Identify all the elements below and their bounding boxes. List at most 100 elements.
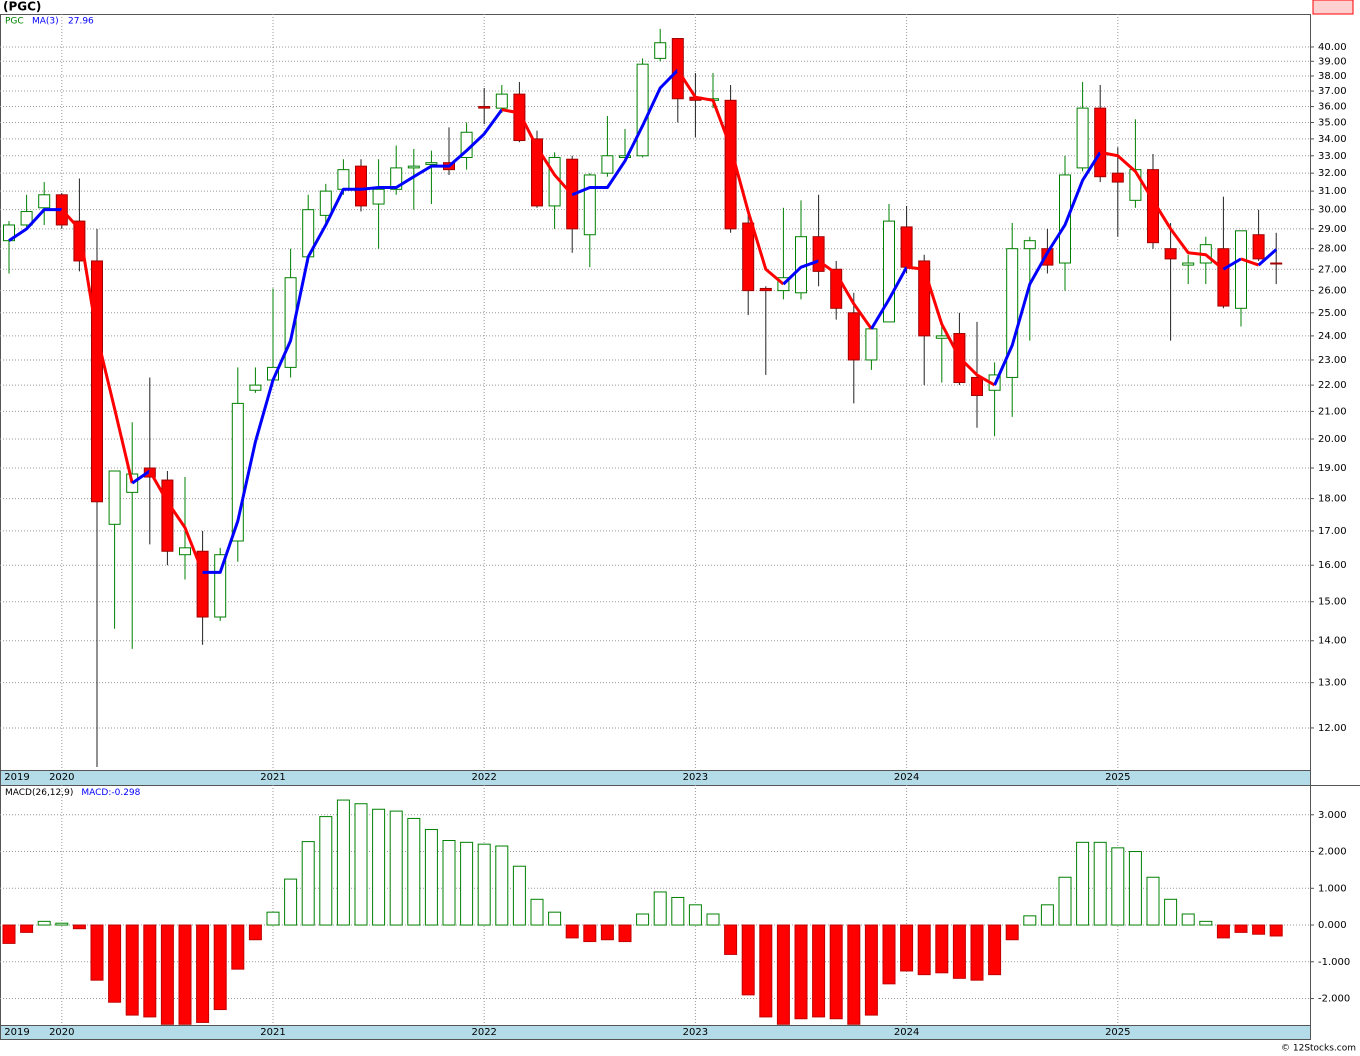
macd-bar	[460, 841, 474, 926]
x-tick-label: 2023	[683, 1027, 708, 1038]
candle-body	[1076, 107, 1089, 169]
ma-line	[571, 68, 679, 197]
candle-body	[847, 312, 860, 361]
macd-bar	[952, 924, 966, 979]
candle-body	[1217, 248, 1230, 307]
candle-body	[671, 38, 684, 100]
ma-line	[1099, 150, 1225, 271]
plot-frame	[0, 14, 1311, 1040]
candle-body	[759, 287, 772, 292]
candle-body	[1147, 169, 1159, 244]
y-tick-label: 39.00	[1318, 56, 1347, 67]
y-tick-label: 21.00	[1318, 406, 1347, 417]
candle-body	[777, 277, 790, 292]
macd-bar	[37, 920, 51, 926]
candle-body	[284, 277, 297, 368]
macd-bar	[319, 816, 333, 926]
macd-bar	[2, 924, 16, 944]
candle-body	[513, 93, 526, 142]
candle-body	[73, 220, 86, 262]
macd-bar	[354, 803, 368, 926]
x-tick-label: 2019	[4, 1027, 29, 1038]
legend-ma: MA(3)	[32, 17, 59, 27]
macd-bar	[741, 924, 755, 996]
candle-body	[918, 260, 931, 337]
candle-body	[883, 220, 895, 323]
macd-bar	[160, 924, 174, 1025]
legend-symbol: PGC	[5, 17, 24, 27]
y-tick-label: 26.00	[1318, 286, 1347, 297]
macd-bar	[935, 924, 949, 974]
macd-bar	[1023, 915, 1037, 926]
macd-bar	[301, 841, 315, 926]
y-tick-label: 19.00	[1318, 463, 1347, 474]
candle-body	[1182, 262, 1195, 266]
y-tick-label: 15.00	[1318, 597, 1347, 608]
y-tick-label: 38.00	[1318, 71, 1347, 82]
candle-body	[407, 165, 420, 169]
ma-line	[202, 108, 504, 574]
y-tick-label: 28.00	[1318, 244, 1347, 255]
candle-body	[654, 42, 667, 59]
y-tick-label: 1.000	[1318, 883, 1347, 894]
macd-bar	[72, 924, 86, 930]
macd-bar	[178, 924, 192, 1025]
macd-value: -0.298	[111, 788, 140, 798]
ma-line	[131, 469, 151, 485]
y-tick-label: 29.00	[1318, 224, 1347, 235]
macd-title-text: MACD(26,12,9)	[5, 788, 73, 798]
ma-line	[906, 265, 996, 387]
ma-line	[148, 470, 204, 573]
macd-bar	[970, 924, 984, 981]
candle-body	[355, 165, 367, 207]
y-tick-label: 30.00	[1318, 205, 1347, 216]
footer: © 12Stocks.com	[1281, 1044, 1356, 1054]
macd-bar	[125, 924, 139, 1016]
macd-bar	[20, 924, 34, 933]
macd-bar	[248, 924, 262, 941]
macd-bar	[636, 913, 650, 926]
y-tick-label: 2.000	[1318, 847, 1347, 858]
macd-bar	[143, 924, 157, 1018]
y-tick-label: 34.00	[1318, 134, 1347, 145]
x-tick-label: 2020	[49, 772, 74, 783]
y-tick-label: 37.00	[1318, 86, 1347, 97]
macd-bar	[495, 845, 509, 926]
x-tick-label: 2025	[1105, 1027, 1130, 1038]
candle-body	[1041, 248, 1054, 266]
date-strip	[0, 1025, 1310, 1040]
macd-bar	[812, 924, 826, 1018]
candle-body	[478, 106, 491, 109]
macd-bar	[794, 924, 808, 1020]
macd-bar	[1269, 924, 1283, 937]
candle-body	[337, 169, 350, 190]
ma-line	[870, 266, 908, 330]
macd-bar	[1076, 841, 1090, 926]
y-tick-label: 14.00	[1318, 636, 1347, 647]
candle-body	[742, 222, 755, 292]
macd-bar	[284, 878, 298, 926]
macd-bar	[900, 924, 914, 972]
y-tick-label: 23.00	[1318, 355, 1347, 366]
candle-body	[583, 174, 596, 236]
macd-bar	[829, 924, 843, 1020]
macd-bar	[389, 810, 403, 926]
macd-bar	[583, 924, 597, 943]
candle-body	[548, 156, 561, 207]
x-tick-label: 2024	[894, 772, 919, 783]
macd-bar	[442, 839, 456, 926]
candle-body	[38, 194, 51, 209]
macd-bar	[108, 924, 122, 1003]
macd-bar	[530, 898, 544, 926]
candle-body	[1270, 262, 1283, 265]
macd-bar	[1128, 851, 1142, 926]
macd-bar	[1058, 876, 1072, 926]
y-tick-label: 12.00	[1318, 723, 1347, 734]
ma-line	[1240, 257, 1260, 267]
macd-bar	[706, 913, 720, 926]
ma-line	[8, 208, 62, 242]
macd-bar	[759, 924, 773, 1018]
candle-body	[91, 260, 103, 503]
y-tick-label: 25.00	[1318, 308, 1347, 319]
macd-caption: MACD:	[81, 788, 111, 798]
